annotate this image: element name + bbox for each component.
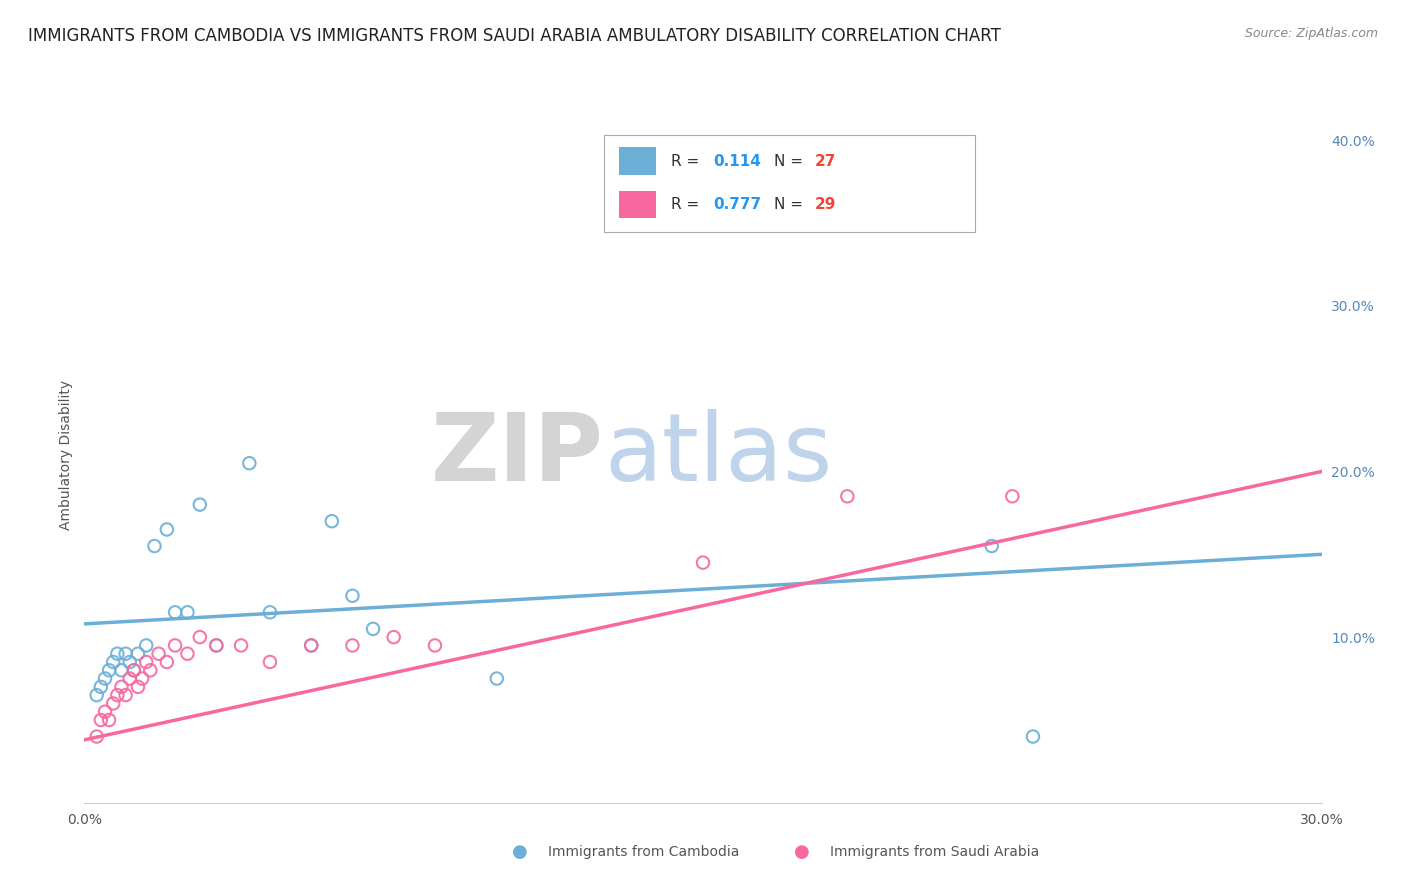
Point xyxy=(135,655,157,669)
Text: ZIP: ZIP xyxy=(432,409,605,501)
Point xyxy=(188,630,211,644)
Point xyxy=(118,655,141,669)
Point xyxy=(259,605,281,619)
Point xyxy=(342,639,364,653)
Text: ●: ● xyxy=(512,843,529,861)
Point xyxy=(165,605,187,619)
Point xyxy=(105,647,128,661)
FancyBboxPatch shape xyxy=(619,191,657,219)
Point xyxy=(127,680,149,694)
Point xyxy=(110,680,132,694)
Point xyxy=(94,705,117,719)
Point xyxy=(103,697,125,711)
Text: atlas: atlas xyxy=(605,409,832,501)
Text: R =: R = xyxy=(671,153,704,169)
Point xyxy=(259,655,281,669)
Point xyxy=(176,605,198,619)
Point xyxy=(118,672,141,686)
Point xyxy=(143,539,166,553)
Point xyxy=(122,663,145,677)
Point xyxy=(148,647,170,661)
Point xyxy=(299,639,322,653)
FancyBboxPatch shape xyxy=(605,135,976,232)
Point xyxy=(205,639,228,653)
Point xyxy=(86,730,108,744)
Point xyxy=(837,489,859,503)
Point xyxy=(114,688,136,702)
Y-axis label: Ambulatory Disability: Ambulatory Disability xyxy=(59,380,73,530)
FancyBboxPatch shape xyxy=(619,147,657,175)
Point xyxy=(105,688,128,702)
Point xyxy=(165,639,187,653)
Point xyxy=(110,663,132,677)
Point xyxy=(114,647,136,661)
Point xyxy=(98,713,121,727)
Point xyxy=(90,680,112,694)
Point xyxy=(98,663,121,677)
Point xyxy=(238,456,260,470)
Text: Immigrants from Cambodia: Immigrants from Cambodia xyxy=(548,845,740,859)
Point xyxy=(156,655,179,669)
Text: ●: ● xyxy=(793,843,810,861)
Point xyxy=(980,539,1002,553)
Point xyxy=(423,639,446,653)
Point xyxy=(188,498,211,512)
Point xyxy=(342,589,364,603)
Point xyxy=(299,639,322,653)
Point xyxy=(131,672,153,686)
Point xyxy=(321,514,343,528)
Text: 29: 29 xyxy=(814,197,835,212)
Point xyxy=(94,672,117,686)
Point xyxy=(1001,489,1024,503)
Point xyxy=(135,639,157,653)
Text: IMMIGRANTS FROM CAMBODIA VS IMMIGRANTS FROM SAUDI ARABIA AMBULATORY DISABILITY C: IMMIGRANTS FROM CAMBODIA VS IMMIGRANTS F… xyxy=(28,27,1001,45)
Text: 0.777: 0.777 xyxy=(713,197,761,212)
Text: 0.114: 0.114 xyxy=(713,153,761,169)
Point xyxy=(139,663,162,677)
Text: N =: N = xyxy=(773,197,807,212)
Point xyxy=(103,655,125,669)
Point xyxy=(90,713,112,727)
Text: R =: R = xyxy=(671,197,704,212)
Text: Immigrants from Saudi Arabia: Immigrants from Saudi Arabia xyxy=(830,845,1039,859)
Point xyxy=(122,663,145,677)
Point xyxy=(205,639,228,653)
Point xyxy=(86,688,108,702)
Point xyxy=(1022,730,1045,744)
Point xyxy=(361,622,384,636)
Point xyxy=(156,523,179,537)
Point xyxy=(127,647,149,661)
Point xyxy=(176,647,198,661)
Point xyxy=(485,672,508,686)
Text: 27: 27 xyxy=(814,153,835,169)
Point xyxy=(692,556,714,570)
Text: N =: N = xyxy=(773,153,807,169)
Point xyxy=(382,630,405,644)
Point xyxy=(229,639,252,653)
Text: Source: ZipAtlas.com: Source: ZipAtlas.com xyxy=(1244,27,1378,40)
